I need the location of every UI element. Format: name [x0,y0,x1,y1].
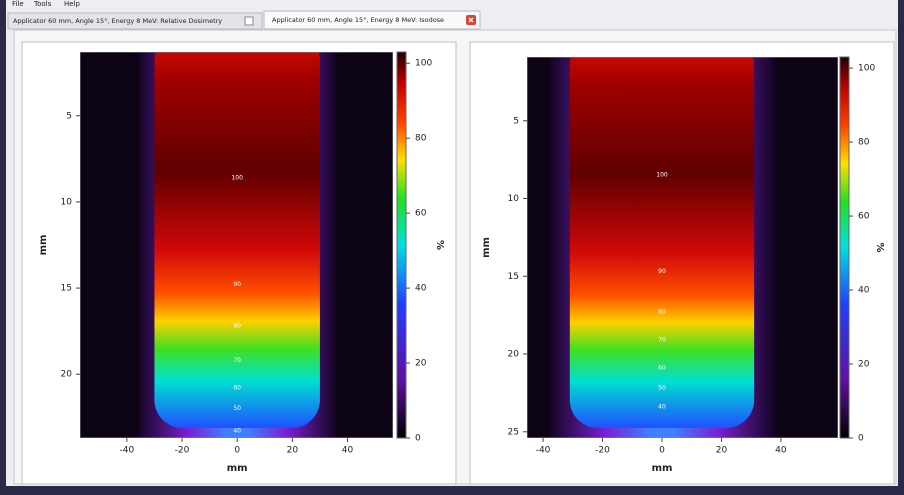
y-axis-label: mm [481,237,492,258]
x-tick-label: 40 [342,446,354,456]
contour-label: 70 [233,357,241,364]
y-tick-label: 20 [61,370,73,380]
y-tick-label: 10 [61,197,73,207]
x-axis-label: mm [227,463,248,474]
colorbar-tick-label: 40 [858,286,870,296]
contour-label: 100 [231,174,243,181]
colorbar-tick-label: 60 [858,212,870,222]
colorbar-tick-label: 60 [415,209,427,219]
contour-label: 100 [656,172,668,179]
colorbar-tick-label: 0 [415,434,421,444]
y-tick-label: 25 [508,427,519,437]
x-tick-label: 40 [775,446,787,456]
tab-active[interactable] [263,10,481,30]
colorbar-tick-label: 40 [415,284,427,294]
tab-label[interactable]: Applicator 60 mm, Angle 15°, Energy 8 Me… [13,17,222,25]
colorbar [839,56,850,439]
contour-label: 80 [233,322,241,329]
contour-label: 90 [658,268,666,275]
x-tick-label: 20 [716,446,728,456]
x-tick-label: -20 [595,446,610,456]
tab-icon[interactable] [244,16,254,26]
menu-item[interactable]: Tools [33,0,52,8]
colorbar-tick-label: 80 [415,134,427,144]
x-tick-label: 0 [234,446,240,456]
tab[interactable] [7,12,263,30]
y-tick-label: 10 [508,194,520,204]
y-tick-label: 20 [508,350,520,360]
menu-item[interactable]: File [12,0,24,8]
contour-label: 40 [233,428,241,435]
colorbar-tick-label: 80 [858,138,870,148]
dose-field [569,57,755,428]
colorbar-tick-label: 100 [415,59,432,69]
x-tick-label: -40 [536,446,551,456]
contour-label: 90 [233,281,241,288]
x-tick-label: 20 [287,446,299,456]
tab-close-x [468,17,474,23]
heatmap: 100 90 80 70 60 50 40 [527,57,838,438]
contour-label: 70 [658,337,666,344]
menu-item[interactable]: Help [64,0,81,8]
dose-field [154,52,320,428]
colorbar-tick-label: 100 [858,64,875,74]
heatmap: 100 90 80 70 60 50 40 [80,52,393,438]
contour-label: 50 [233,405,241,412]
colorbar-tick-label: 0 [858,434,864,444]
tab-label[interactable]: Applicator 60 mm, Angle 15°, Energy 8 Me… [272,16,444,24]
x-tick-label: -40 [120,446,135,456]
y-axis-label: mm [38,235,49,256]
contour-label: 60 [658,365,666,372]
colorbar-label: % [874,242,885,252]
colorbar [396,51,407,439]
colorbar-tick-label: 20 [415,359,427,369]
contour-label: 80 [658,309,666,316]
x-tick-label: -20 [175,446,190,456]
y-tick-label: 5 [513,116,519,126]
colorbar-tick-label: 20 [858,360,870,370]
y-tick-label: 5 [66,111,72,121]
contour-label: 50 [658,385,666,392]
x-tick-label: 0 [659,446,665,456]
contour-label: 60 [233,385,241,392]
colorbar-label: % [434,240,445,250]
contour-label: 40 [658,403,666,410]
y-tick-label: 15 [508,272,519,282]
y-tick-label: 15 [61,284,72,294]
x-axis-label: mm [652,463,673,474]
